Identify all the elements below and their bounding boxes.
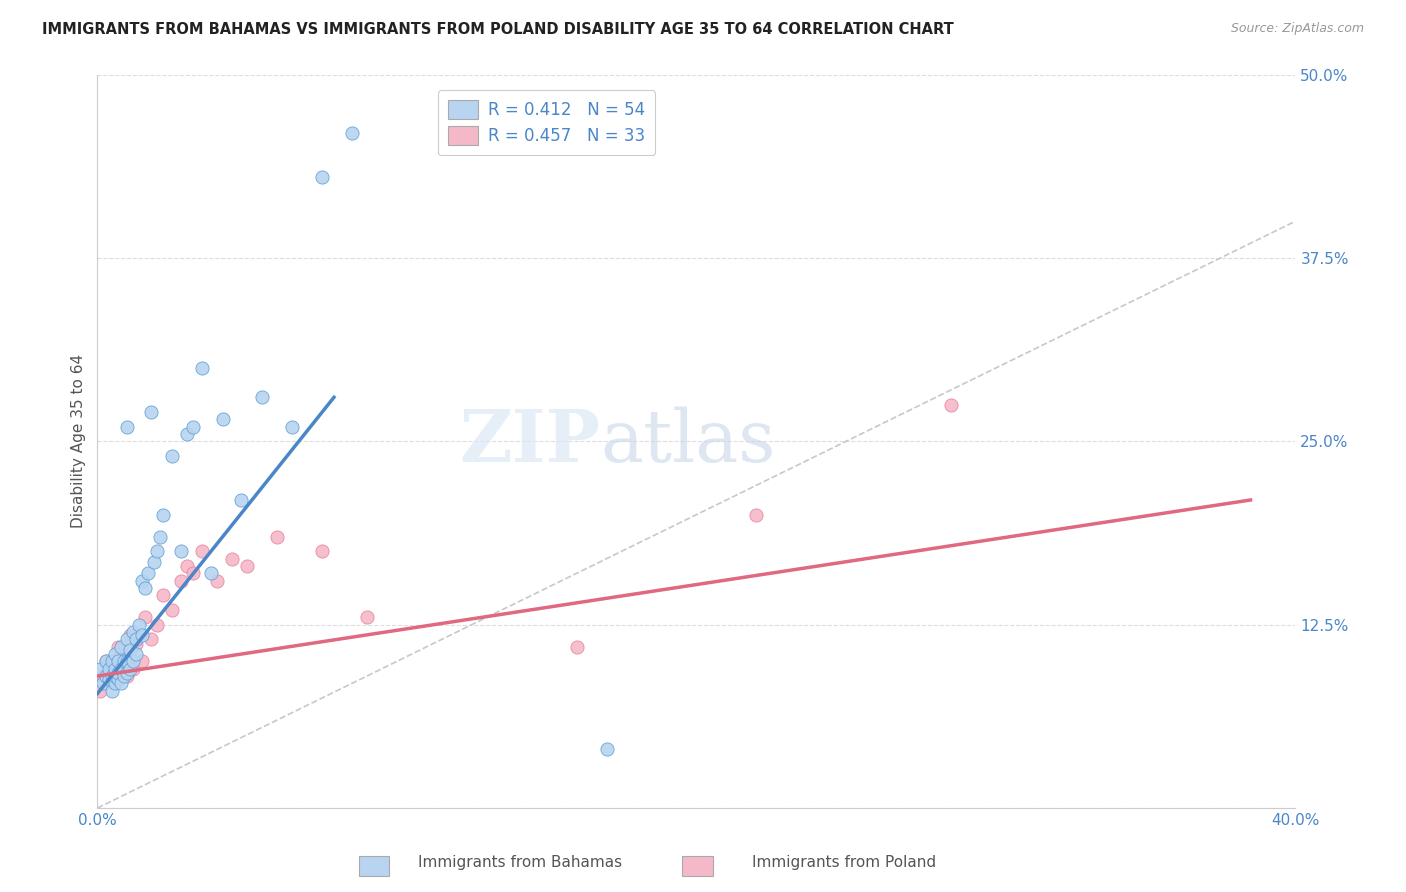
Point — [176, 559, 198, 574]
Point — [236, 559, 259, 574]
Point — [101, 654, 124, 668]
Point — [112, 669, 135, 683]
Point — [311, 170, 333, 185]
Point — [212, 412, 235, 426]
Point — [125, 637, 148, 651]
Point — [110, 662, 132, 676]
Point — [117, 654, 139, 668]
Point — [120, 628, 142, 642]
Point — [101, 669, 124, 683]
Point — [110, 647, 132, 661]
Point — [160, 449, 183, 463]
Point — [96, 654, 118, 668]
Point — [110, 676, 132, 690]
Point — [101, 676, 124, 690]
Point — [96, 669, 118, 683]
Point — [146, 617, 169, 632]
Point — [93, 676, 115, 690]
Point — [143, 555, 166, 569]
Point — [120, 642, 142, 657]
Point — [104, 676, 127, 690]
Point — [565, 640, 588, 654]
Point — [131, 574, 153, 588]
Point — [281, 419, 304, 434]
Text: Source: ZipAtlas.com: Source: ZipAtlas.com — [1230, 22, 1364, 36]
Point — [112, 662, 135, 676]
Point — [181, 566, 204, 581]
Point — [117, 632, 139, 647]
Point — [120, 662, 142, 676]
Point — [939, 398, 962, 412]
Point — [122, 662, 145, 676]
Point — [266, 530, 288, 544]
Point — [160, 603, 183, 617]
Point — [191, 360, 214, 375]
Point — [149, 530, 172, 544]
Text: Immigrants from Poland: Immigrants from Poland — [752, 855, 935, 870]
Point — [107, 654, 129, 668]
Point — [104, 662, 127, 676]
Point — [93, 669, 115, 683]
Point — [134, 581, 156, 595]
Legend: R = 0.412   N = 54, R = 0.457   N = 33: R = 0.412 N = 54, R = 0.457 N = 33 — [439, 90, 655, 155]
Point — [98, 662, 121, 676]
Point — [205, 574, 228, 588]
Point — [340, 126, 363, 140]
Text: atlas: atlas — [600, 406, 776, 476]
Point — [112, 654, 135, 668]
Text: IMMIGRANTS FROM BAHAMAS VS IMMIGRANTS FROM POLAND DISABILITY AGE 35 TO 64 CORREL: IMMIGRANTS FROM BAHAMAS VS IMMIGRANTS FR… — [42, 22, 953, 37]
Point — [117, 666, 139, 681]
Point — [141, 632, 163, 647]
Point — [356, 610, 378, 624]
Point — [200, 566, 222, 581]
Point — [117, 669, 139, 683]
Point — [117, 419, 139, 434]
Point — [152, 508, 174, 522]
Point — [125, 632, 148, 647]
Point — [131, 628, 153, 642]
Point — [89, 662, 111, 676]
Point — [107, 672, 129, 686]
Point — [229, 493, 252, 508]
Point — [96, 654, 118, 668]
Point — [104, 654, 127, 668]
Point — [311, 544, 333, 558]
Point — [136, 566, 159, 581]
Point — [110, 640, 132, 654]
Point — [128, 617, 150, 632]
Point — [170, 544, 193, 558]
Y-axis label: Disability Age 35 to 64: Disability Age 35 to 64 — [72, 354, 86, 528]
Point — [176, 427, 198, 442]
Text: Immigrants from Bahamas: Immigrants from Bahamas — [418, 855, 623, 870]
Point — [101, 683, 124, 698]
Point — [122, 625, 145, 640]
Point — [595, 742, 617, 756]
Point — [107, 666, 129, 681]
Point — [745, 508, 768, 522]
Point — [101, 662, 124, 676]
Point — [125, 647, 148, 661]
Point — [181, 419, 204, 434]
Point — [191, 544, 214, 558]
Point — [134, 610, 156, 624]
Point — [104, 647, 127, 661]
Point — [141, 405, 163, 419]
Point — [131, 654, 153, 668]
Point — [107, 640, 129, 654]
Point — [170, 574, 193, 588]
Point — [250, 390, 273, 404]
Point — [122, 654, 145, 668]
Point — [98, 662, 121, 676]
Point — [152, 588, 174, 602]
Point — [146, 544, 169, 558]
Point — [89, 683, 111, 698]
Text: ZIP: ZIP — [460, 406, 600, 477]
Point — [98, 672, 121, 686]
Point — [221, 551, 243, 566]
Point — [104, 669, 127, 683]
